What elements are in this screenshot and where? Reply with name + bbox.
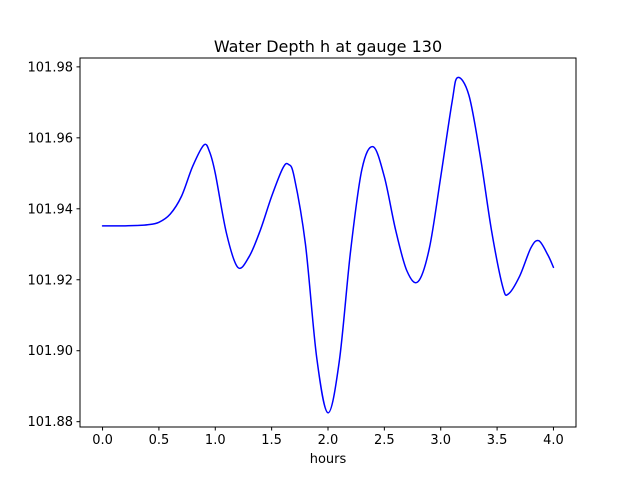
x-tick-label: 0.0 [92, 433, 113, 448]
x-tick-label: 1.5 [261, 433, 282, 448]
x-tick-label: 3.0 [430, 433, 451, 448]
plot-area [80, 58, 576, 427]
chart-title: Water Depth h at gauge 130 [213, 37, 443, 56]
y-tick-label: 101.90 [28, 344, 74, 359]
y-tick-label: 101.88 [28, 415, 74, 430]
x-tick-label: 2.5 [374, 433, 395, 448]
x-tick-label: 2.0 [318, 433, 339, 448]
x-axis-label: hours [309, 452, 347, 467]
y-tick-label: 101.94 [28, 202, 74, 217]
y-tick-label: 101.98 [28, 60, 74, 75]
x-tick-label: 1.0 [205, 433, 226, 448]
x-tick-label: 4.0 [543, 433, 564, 448]
data-line [101, 76, 555, 414]
x-tick-label: 3.5 [487, 433, 508, 448]
axes-border [79, 57, 577, 428]
y-tick-label: 101.96 [28, 131, 74, 146]
x-tick-label: 0.5 [149, 433, 170, 448]
y-tick-label: 101.92 [28, 273, 74, 288]
